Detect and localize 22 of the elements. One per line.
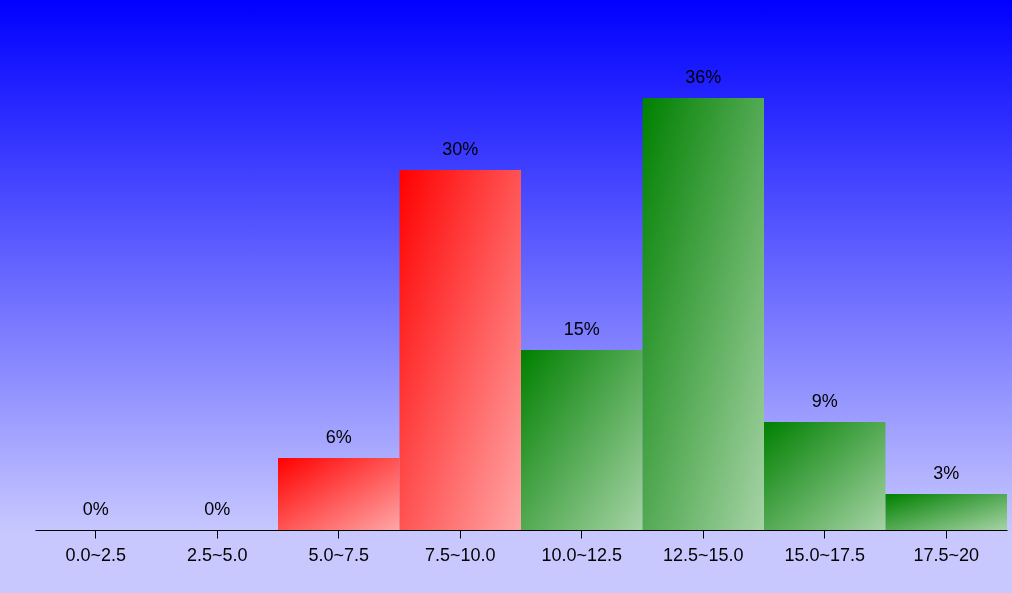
bar [642,98,764,530]
data-label: 3% [933,463,960,483]
bar [399,170,521,530]
x-tick-label: 12.5~15.0 [662,544,744,565]
data-label: 30% [442,139,479,159]
x-tick-label: 17.5~20 [913,544,980,565]
bar [764,422,886,530]
data-label: 0% [82,499,109,519]
data-label: 15% [563,319,600,339]
data-label: 36% [685,67,722,87]
bar [885,494,1007,530]
x-tick-label: 2.5~5.0 [186,544,248,565]
bar [521,350,643,530]
x-tick-label: 0.0~2.5 [65,544,127,565]
x-tick-label: 10.0~12.5 [541,544,623,565]
x-tick-label: 5.0~7.5 [308,544,370,565]
data-label: 0% [204,499,231,519]
x-tick-label: 7.5~10.0 [424,544,496,565]
x-tick-label: 15.0~17.5 [784,544,866,565]
bar [278,458,400,530]
data-label: 9% [811,391,838,411]
data-label: 6% [325,427,352,447]
